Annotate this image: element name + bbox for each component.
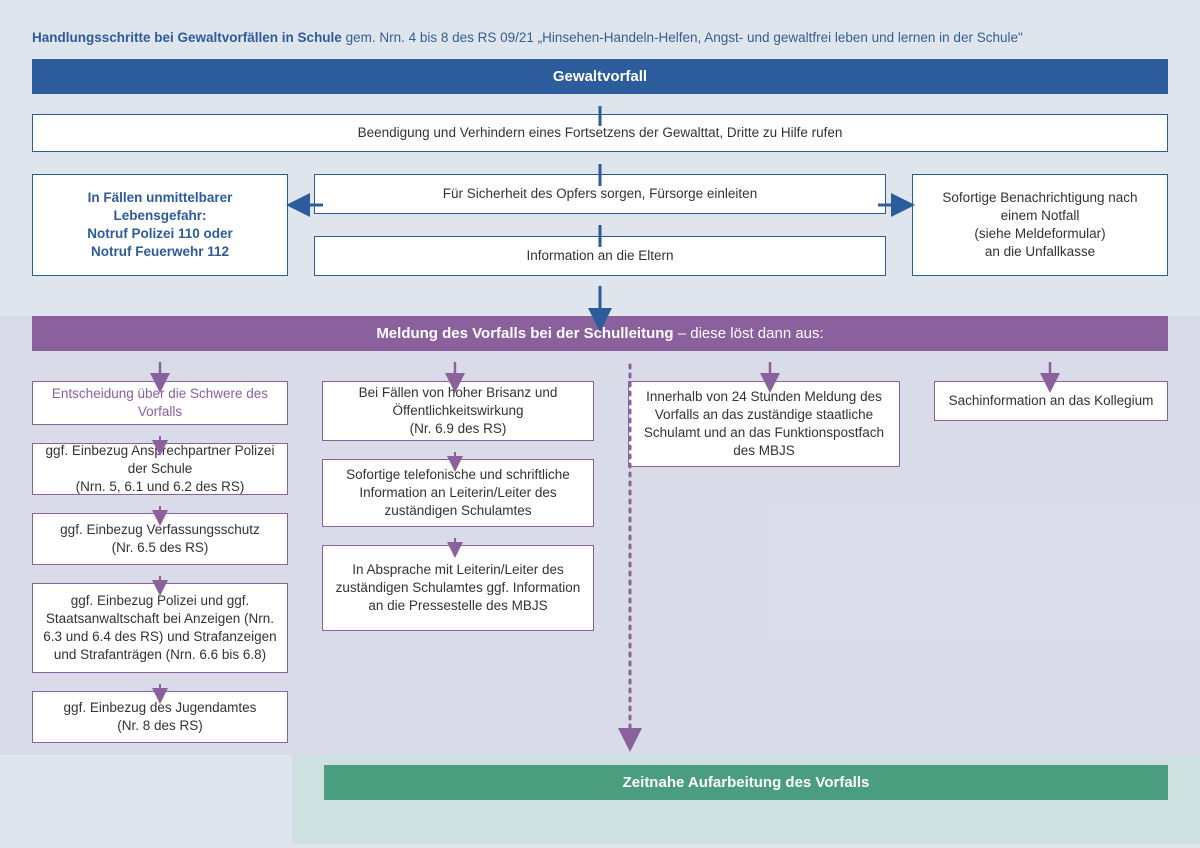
box-safety: Für Sicherheit des Opfers sorgen, Fürsor… (314, 174, 886, 214)
banner-followup: Zeitnahe Aufarbeitung des Vorfalls (324, 765, 1168, 800)
banner-report: Meldung des Vorfalls bei der Schulleitun… (32, 316, 1168, 351)
emergency-line1: In Fällen unmittelbarer Lebensgefahr: (43, 189, 277, 225)
box-jugendamt: ggf. Einbezug des Jugendamtes (Nr. 8 des… (32, 691, 288, 743)
banner-incident: Gewaltvorfall (32, 59, 1168, 94)
emergency-line3: Notruf Feuerwehr 112 (91, 243, 229, 261)
accident-l1: Sofortige Benachrichtigung nach einem No… (923, 189, 1157, 225)
box-accident: Sofortige Benachrichtigung nach einem No… (912, 174, 1168, 276)
box-verfassungsschutz: ggf. Einbezug Verfassungsschutz (Nr. 6.5… (32, 513, 288, 565)
accident-l2: (siehe Meldeformular) (974, 225, 1105, 243)
box-step1: Beendigung und Verhindern eines Fortsetz… (32, 114, 1168, 152)
title-bold: Handlungsschritte bei Gewaltvorfällen in… (32, 30, 342, 45)
emergency-line2: Notruf Polizei 110 oder (87, 225, 233, 243)
box-police-contact: ggf. Einbezug Ansprechpartner Polizei de… (32, 443, 288, 495)
banner-report-rest: – diese löst dann aus: (674, 325, 824, 342)
box-telefon: Sofortige telefonische und schriftliche … (322, 459, 594, 527)
box-emergency: In Fällen unmittelbarer Lebensgefahr: No… (32, 174, 288, 276)
box-anzeige: ggf. Einbezug Polizei und ggf. Staatsanw… (32, 583, 288, 673)
accident-l3: an die Unfallkasse (985, 243, 1095, 261)
box-brisanz: Bei Fällen von hoher Brisanz und Öffentl… (322, 381, 594, 441)
banner-report-bold: Meldung des Vorfalls bei der Schulleitun… (376, 325, 673, 342)
box-24h: Innerhalb von 24 Stunden Meldung des Vor… (628, 381, 900, 467)
box-parents: Information an die Eltern (314, 236, 886, 276)
box-kollegium: Sachinformation an das Kollegium (934, 381, 1168, 421)
page-title: Handlungsschritte bei Gewaltvorfällen in… (32, 30, 1168, 45)
box-decision: Entscheidung über die Schwere des Vorfal… (32, 381, 288, 425)
box-presse: In Absprache mit Leiterin/Leiter des zus… (322, 545, 594, 631)
title-rest: gem. Nrn. 4 bis 8 des RS 09/21 „Hinsehen… (342, 30, 1023, 45)
